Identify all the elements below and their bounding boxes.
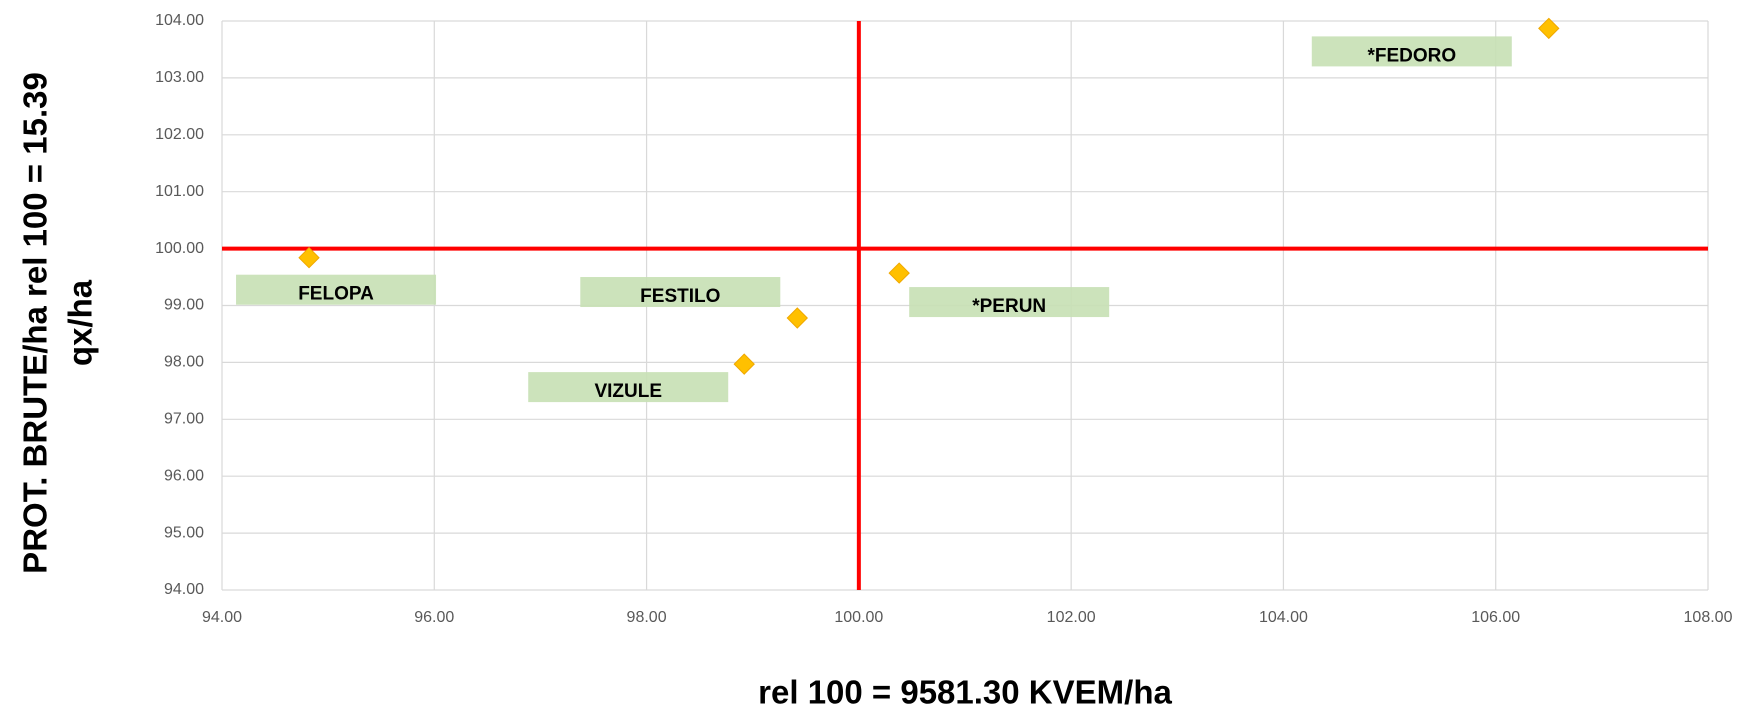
point: [1538, 17, 1560, 40]
x-axis-title: rel 100 = 9581.30 KVEM/ha: [758, 674, 1172, 711]
label-box: [236, 274, 437, 305]
point-label: *FEDORO: [1367, 45, 1456, 66]
x-tick-label: 106.00: [1471, 609, 1520, 626]
y-tick-label: 101.00: [155, 183, 204, 200]
label-box: [528, 372, 729, 403]
x-tick-label: 102.00: [1047, 609, 1096, 626]
point-label: FELOPA: [298, 284, 374, 305]
y-tick-label: 98.00: [164, 354, 204, 371]
point-label: *PERUN: [972, 296, 1046, 317]
y-tick-label: 102.00: [155, 126, 204, 143]
y-axis-title: PROT. BRUTE/ha rel 100 = 15.39: [17, 72, 54, 574]
y-tick-label: 96.00: [164, 467, 204, 484]
point: [888, 262, 910, 284]
x-tick-label: 96.00: [414, 609, 454, 626]
label-box: [1311, 36, 1512, 67]
x-tick-label: 108.00: [1684, 609, 1733, 626]
label-box: [909, 287, 1110, 318]
point: [298, 246, 320, 269]
x-tick-label: 98.00: [627, 609, 667, 626]
y-tick-label: 103.00: [155, 69, 204, 86]
y-axis-title: qx/ha: [62, 279, 99, 366]
x-tick-label: 104.00: [1259, 609, 1308, 626]
x-tick-label: 94.00: [202, 609, 242, 626]
point-label: VIZULE: [594, 381, 662, 402]
x-tick-label: 100.00: [834, 609, 883, 626]
y-tick-label: 99.00: [164, 297, 204, 314]
y-tick-label: 95.00: [164, 524, 204, 541]
y-tick-label: 104.00: [155, 12, 204, 29]
label-box: [580, 277, 781, 308]
point: [733, 353, 755, 375]
point: [786, 307, 809, 329]
y-tick-label: 97.00: [164, 411, 204, 428]
point-label: FESTILO: [640, 286, 720, 307]
y-tick-label: 94.00: [164, 581, 204, 598]
y-tick-label: 100.00: [155, 240, 204, 257]
